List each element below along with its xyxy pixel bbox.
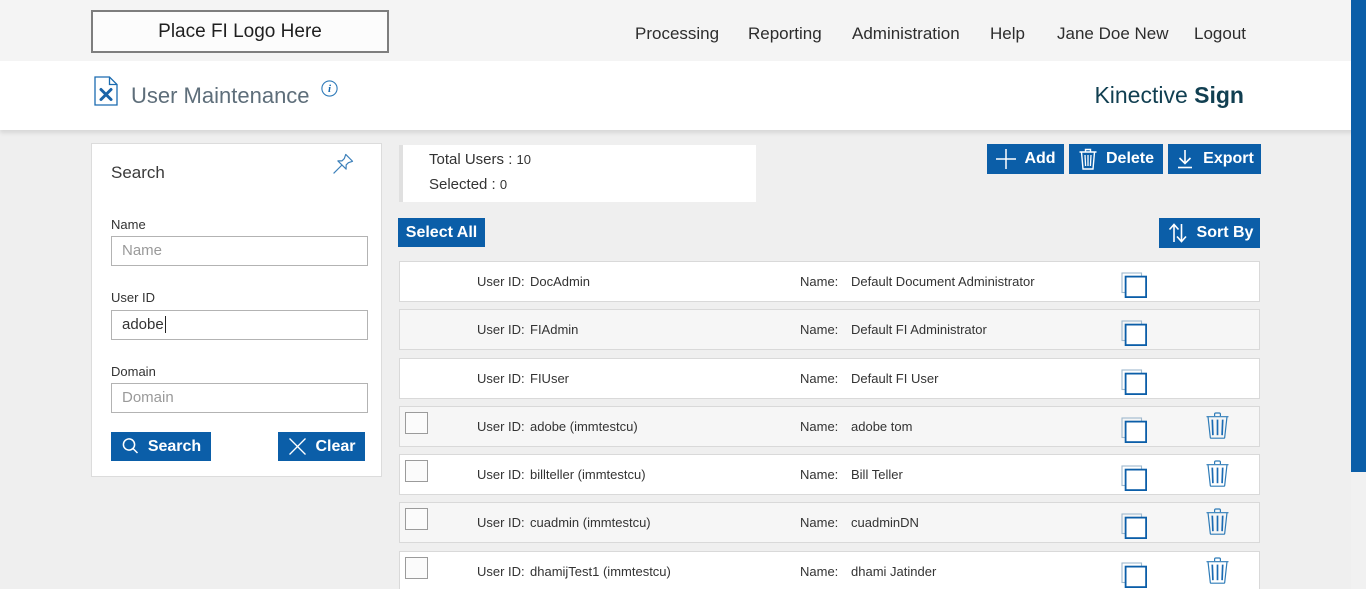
svg-text:i: i xyxy=(328,83,332,95)
